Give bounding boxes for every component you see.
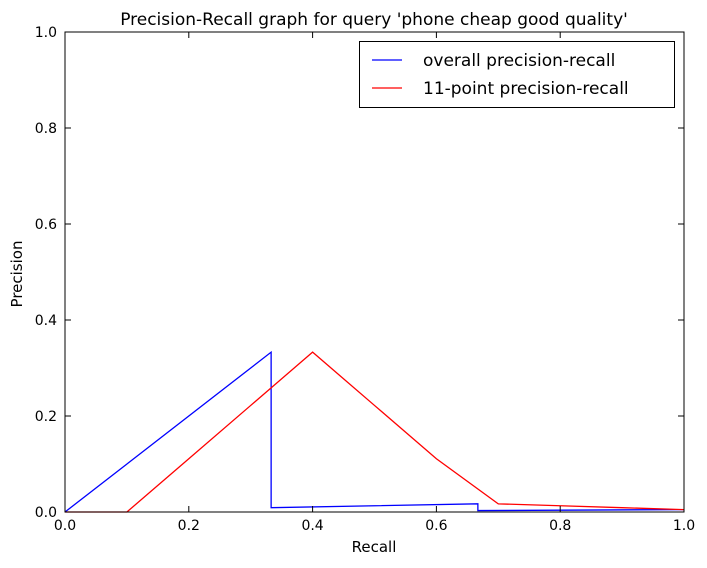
- x-axis-label: Recall: [352, 538, 397, 556]
- y-tick-label: 0.2: [35, 409, 57, 425]
- y-tick-label: 0.8: [35, 121, 57, 137]
- x-tick-label: 0.6: [425, 518, 447, 534]
- x-tick-label: 0.2: [178, 518, 200, 534]
- plot-area: 0.0 0.2 0.4 0.6 0.8 1.0 0.0 0.2 0.4 0.6 0.8 1.0 over…: [35, 25, 695, 534]
- series-line-2: [65, 351, 685, 513]
- legend: overall precision-recall 11-point precisi…: [359, 41, 675, 108]
- x-tick-label: 0.8: [549, 518, 571, 534]
- y-tick-label: 1.0: [35, 25, 57, 41]
- plot-frame: [64, 31, 685, 513]
- series-line-1: [64, 350, 685, 513]
- chart-title: Precision-Recall graph for query 'phone …: [120, 10, 628, 30]
- x-tick-label: 0.4: [301, 518, 323, 534]
- x-tick-label: 1.0: [673, 518, 695, 534]
- legend-label-1: overall precision-recall: [423, 51, 615, 71]
- y-axis-label: Precision: [8, 241, 26, 308]
- y-tick-label: 0.4: [35, 313, 57, 329]
- x-tick-label: 0.0: [54, 518, 76, 534]
- y-tick-label: 0.6: [35, 217, 57, 233]
- legend-box: [359, 41, 675, 108]
- legend-label-2: 11-point precision-recall: [423, 79, 629, 99]
- y-tick-label: 0.0: [35, 505, 57, 521]
